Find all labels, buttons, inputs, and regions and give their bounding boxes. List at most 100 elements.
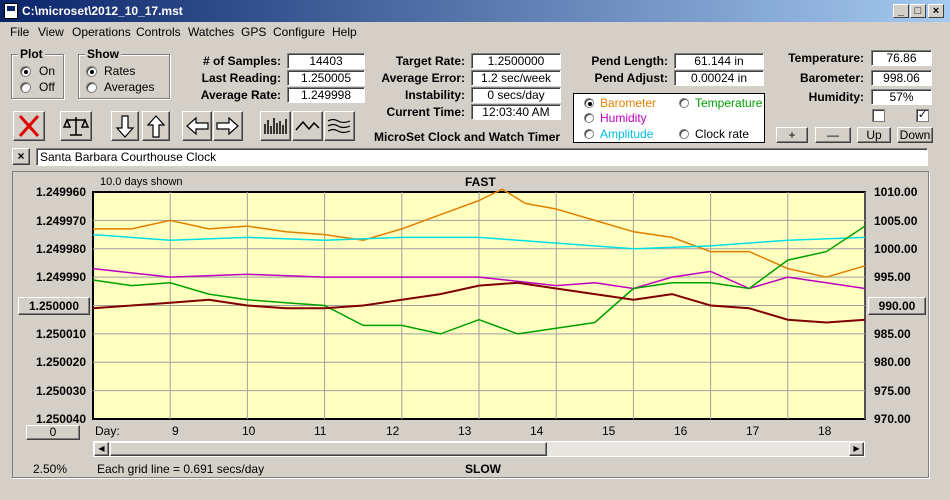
clear-name-button[interactable]: ×: [12, 148, 30, 165]
menu-view[interactable]: View: [38, 25, 64, 39]
center-rate-button[interactable]: 1.250000: [18, 297, 90, 315]
fast-label: FAST: [465, 175, 496, 189]
plot-group-title: Plot: [18, 47, 45, 61]
app-icon: [4, 3, 18, 19]
y-tick-7: 1.250030: [35, 384, 86, 398]
series-lines: [92, 188, 866, 335]
y-tick-5: 1.250010: [35, 327, 86, 341]
series-humidity-label: Humidity: [600, 111, 647, 125]
scroll-thumb[interactable]: [110, 442, 547, 456]
move-left-button[interactable]: [182, 111, 212, 141]
zoom-out-button[interactable]: —: [815, 127, 851, 143]
x-tick-16: 16: [674, 424, 688, 438]
x-tick-11: 11: [314, 424, 327, 438]
instability-label: Instability:: [404, 88, 465, 102]
plot-on-radio[interactable]: [20, 66, 31, 77]
target-rate-label: Target Rate:: [395, 54, 465, 68]
stop-button[interactable]: [13, 111, 45, 141]
center-baro-button[interactable]: 990.00: [868, 297, 926, 315]
average-rate-field: 1.249998: [287, 87, 365, 103]
maximize-button[interactable]: □: [910, 4, 926, 18]
window-title: C:\microset\2012_10_17.mst: [22, 4, 183, 18]
plot-off-label: Off: [39, 80, 55, 94]
y-tick-6: 1.250020: [35, 355, 86, 369]
instability-field: 0 secs/day: [471, 87, 561, 103]
scroll-up-button[interactable]: Up: [857, 127, 891, 143]
chart-panel: [12, 171, 929, 478]
pend-length-field[interactable]: 61.144 in: [674, 53, 764, 69]
plot-off-radio[interactable]: [20, 82, 31, 93]
smooth-plot-button[interactable]: [324, 111, 355, 141]
y2-tick-7: 975.00: [874, 384, 911, 398]
arrow-down-icon: [115, 115, 135, 138]
option-checkbox-2[interactable]: ✓: [916, 109, 929, 122]
time-scrollbar[interactable]: ◀ ▶: [93, 441, 865, 457]
menu-bar: File View Operations Controls Watches GP…: [0, 22, 950, 42]
temperature-field: 76.86: [871, 50, 932, 66]
line-wave-icon: [295, 120, 320, 131]
move-up-button[interactable]: [142, 111, 170, 141]
menu-operations[interactable]: Operations: [72, 25, 131, 39]
close-window-button[interactable]: ×: [928, 4, 944, 18]
x-tick-12: 12: [386, 424, 400, 438]
x-tick-13: 13: [458, 424, 472, 438]
title-bar: C:\microset\2012_10_17.mst _ □ ×: [0, 0, 950, 22]
menu-gps[interactable]: GPS: [241, 25, 267, 39]
series-line-4: [92, 281, 866, 324]
histogram-button[interactable]: [260, 111, 291, 141]
pend-length-label: Pend Length:: [591, 54, 668, 68]
target-rate-field[interactable]: 1.2500000: [471, 53, 561, 69]
y2-tick-3: 995.00: [874, 270, 911, 284]
series-temperature-label: Temperature: [695, 96, 763, 110]
slow-label: SLOW: [465, 462, 501, 476]
scroll-right-arrow[interactable]: ▶: [849, 442, 864, 456]
series-barometer-radio[interactable]: [584, 98, 594, 108]
balance-scale-icon: [62, 117, 90, 136]
show-averages-label: Averages: [104, 80, 155, 94]
line-plot-button[interactable]: [292, 111, 323, 141]
y-tick-8: 1.250040: [35, 412, 86, 426]
x-tick-14: 14: [530, 424, 544, 438]
average-rate-label: Average Rate:: [200, 88, 281, 102]
menu-file[interactable]: File: [10, 25, 30, 39]
show-averages-radio[interactable]: [86, 82, 97, 93]
last-reading-label: Last Reading:: [201, 71, 281, 85]
bars-icon: [264, 118, 287, 134]
x-tick-9: 9: [172, 424, 179, 438]
scroll-down-button[interactable]: Down: [897, 127, 933, 143]
move-down-button[interactable]: [111, 111, 139, 141]
scroll-left-arrow[interactable]: ◀: [94, 442, 109, 456]
offset-button[interactable]: 0: [26, 425, 80, 440]
zoom-in-button[interactable]: +: [776, 127, 808, 143]
grid-lines: [93, 192, 866, 419]
average-error-field: 1.2 sec/week: [471, 70, 561, 86]
menu-watches[interactable]: Watches: [188, 25, 235, 39]
menu-help[interactable]: Help: [332, 25, 357, 39]
multi-wave-icon: [327, 118, 351, 134]
y2-tick-8: 970.00: [874, 412, 911, 426]
x-tick-17: 17: [746, 424, 760, 438]
balance-button[interactable]: [60, 111, 92, 141]
app-subtitle: MicroSet Clock and Watch Timer: [374, 130, 561, 144]
show-rates-radio[interactable]: [86, 66, 97, 77]
series-line-0: [93, 188, 866, 278]
move-right-button[interactable]: [213, 111, 243, 141]
plot-on-label: On: [39, 64, 56, 78]
clock-name-field[interactable]: Santa Barbara Courthouse Clock: [36, 148, 928, 166]
arrow-right-icon: [216, 116, 239, 136]
x-tick-18: 18: [818, 424, 832, 438]
option-checkbox-1[interactable]: [872, 109, 885, 122]
pend-adjust-field: 0.00024 in: [674, 70, 764, 86]
menu-configure[interactable]: Configure: [273, 25, 326, 39]
minimize-button[interactable]: _: [893, 4, 909, 18]
series-temperature-radio[interactable]: [679, 98, 689, 108]
series-amplitude-radio[interactable]: [584, 129, 594, 139]
arrow-left-icon: [186, 116, 209, 136]
menu-controls[interactable]: Controls: [136, 25, 181, 39]
series-clockrate-radio[interactable]: [679, 129, 689, 139]
series-barometer-label: Barometer: [600, 96, 657, 110]
series-humidity-radio[interactable]: [584, 113, 594, 123]
series-clockrate-label: Clock rate: [695, 127, 750, 141]
y-tick-3: 1.249990: [35, 270, 86, 284]
